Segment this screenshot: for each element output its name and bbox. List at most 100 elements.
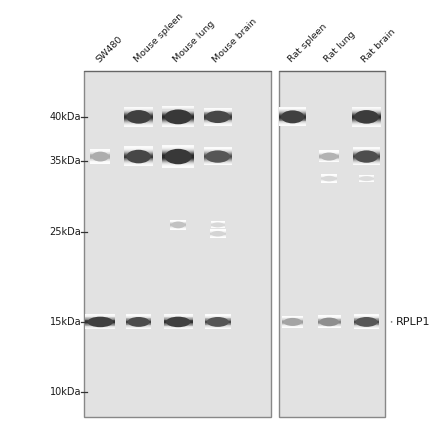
Bar bbox=[85, 323, 115, 324]
Bar bbox=[162, 155, 194, 157]
Bar bbox=[162, 123, 194, 124]
Bar bbox=[359, 178, 374, 179]
Bar bbox=[170, 226, 186, 228]
Bar bbox=[211, 221, 225, 222]
Ellipse shape bbox=[211, 231, 224, 236]
Bar bbox=[90, 157, 110, 158]
Ellipse shape bbox=[283, 318, 302, 326]
Bar bbox=[318, 317, 341, 318]
Bar bbox=[359, 176, 374, 177]
Bar bbox=[279, 110, 306, 111]
Bar bbox=[203, 151, 232, 152]
Bar bbox=[211, 227, 225, 228]
Bar bbox=[90, 152, 110, 153]
Bar bbox=[319, 161, 339, 162]
Bar bbox=[205, 326, 231, 327]
Bar bbox=[203, 123, 232, 124]
Bar bbox=[126, 314, 151, 316]
Bar bbox=[352, 125, 381, 127]
Text: Rat lung: Rat lung bbox=[323, 30, 357, 64]
Bar bbox=[321, 181, 337, 182]
Bar bbox=[279, 114, 306, 115]
Ellipse shape bbox=[165, 149, 191, 164]
Bar bbox=[321, 176, 337, 177]
Bar bbox=[125, 146, 153, 148]
Bar bbox=[205, 324, 231, 325]
Bar bbox=[353, 155, 380, 157]
Bar bbox=[210, 230, 226, 231]
Bar bbox=[203, 114, 232, 115]
Bar bbox=[85, 328, 115, 329]
Bar bbox=[354, 320, 379, 321]
Bar bbox=[162, 162, 194, 163]
Bar bbox=[126, 323, 151, 324]
Bar bbox=[162, 154, 194, 156]
Bar bbox=[205, 319, 231, 321]
Bar bbox=[85, 324, 115, 325]
Bar bbox=[203, 108, 232, 110]
Bar bbox=[170, 227, 186, 228]
Bar bbox=[162, 121, 194, 122]
Bar bbox=[211, 225, 225, 226]
Bar bbox=[352, 108, 381, 110]
Bar bbox=[205, 317, 231, 318]
Bar bbox=[211, 226, 225, 227]
Bar bbox=[319, 155, 339, 156]
Bar bbox=[203, 148, 232, 149]
Ellipse shape bbox=[128, 317, 150, 327]
Bar bbox=[318, 326, 341, 328]
Bar bbox=[85, 314, 115, 315]
Bar bbox=[170, 220, 186, 221]
Bar bbox=[126, 326, 151, 327]
Bar bbox=[85, 316, 115, 318]
Ellipse shape bbox=[88, 317, 113, 327]
Text: 25kDa: 25kDa bbox=[50, 227, 81, 236]
Bar bbox=[203, 109, 232, 111]
Bar bbox=[170, 228, 186, 229]
Bar bbox=[125, 107, 153, 108]
Bar bbox=[126, 324, 151, 325]
Bar bbox=[125, 159, 153, 161]
Bar bbox=[162, 145, 194, 146]
Bar bbox=[318, 322, 341, 323]
Bar bbox=[210, 231, 226, 232]
Bar bbox=[203, 152, 232, 153]
Bar bbox=[203, 164, 232, 165]
Bar bbox=[162, 149, 194, 151]
Bar bbox=[279, 112, 306, 113]
Bar bbox=[359, 175, 374, 176]
Bar bbox=[162, 153, 194, 154]
Bar bbox=[125, 117, 153, 119]
Bar bbox=[90, 158, 110, 159]
Bar bbox=[162, 152, 194, 153]
Bar bbox=[352, 120, 381, 121]
Bar bbox=[125, 120, 153, 121]
Bar bbox=[352, 116, 381, 118]
Bar bbox=[318, 324, 341, 325]
Bar bbox=[353, 153, 380, 154]
Bar bbox=[321, 180, 337, 181]
Bar bbox=[125, 158, 153, 160]
Bar bbox=[164, 324, 193, 325]
Bar bbox=[203, 124, 232, 126]
Text: Mouse spleen: Mouse spleen bbox=[132, 11, 185, 64]
Bar bbox=[210, 234, 226, 235]
Bar bbox=[205, 321, 231, 323]
Bar bbox=[319, 152, 339, 153]
Bar bbox=[353, 156, 380, 157]
Bar bbox=[354, 326, 379, 328]
Bar bbox=[282, 325, 303, 326]
Bar bbox=[205, 314, 231, 316]
Bar bbox=[162, 161, 194, 162]
Bar bbox=[279, 116, 306, 117]
Bar bbox=[211, 223, 225, 224]
Bar bbox=[359, 175, 374, 176]
Bar bbox=[162, 125, 194, 127]
Bar bbox=[352, 123, 381, 125]
Text: Rat spleen: Rat spleen bbox=[286, 22, 328, 64]
Bar bbox=[279, 117, 306, 119]
Bar bbox=[321, 176, 337, 177]
Bar bbox=[282, 317, 303, 318]
Bar bbox=[279, 122, 306, 123]
Ellipse shape bbox=[355, 150, 378, 163]
